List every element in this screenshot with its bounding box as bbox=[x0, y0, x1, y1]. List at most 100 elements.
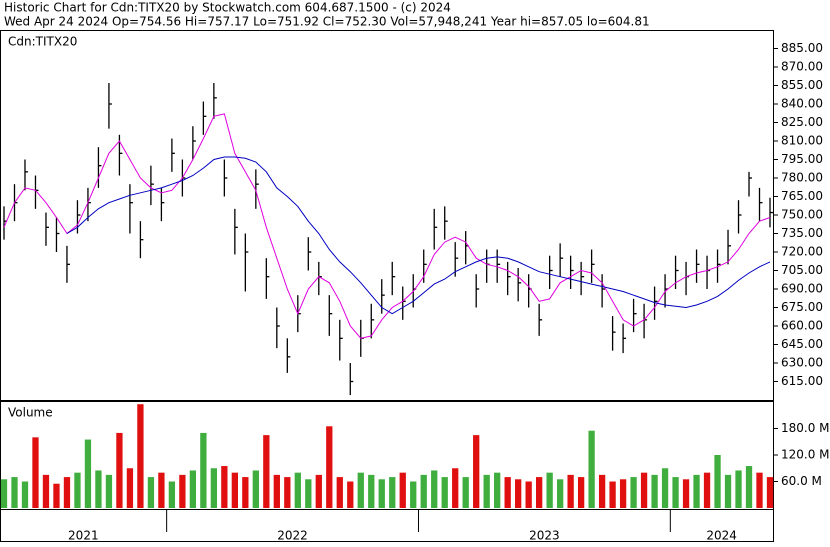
volume-bar bbox=[651, 474, 658, 508]
volume-bar bbox=[210, 468, 218, 508]
volume-bar bbox=[273, 474, 280, 508]
volume-bar bbox=[95, 470, 102, 508]
volume-bar bbox=[347, 481, 354, 508]
volume-bar bbox=[74, 472, 81, 508]
volume-bar bbox=[368, 474, 375, 508]
volume-bar bbox=[536, 477, 543, 508]
volume-bar bbox=[724, 474, 732, 508]
volume-bar bbox=[378, 479, 385, 508]
volume-bar bbox=[556, 479, 564, 508]
volume-bar bbox=[105, 474, 113, 508]
volume-bar bbox=[693, 474, 700, 508]
y-tick-label: 675.00 bbox=[781, 300, 823, 314]
moving-average bbox=[66, 156, 771, 315]
volume-bar bbox=[231, 472, 238, 508]
header-line: Historic Chart for Cdn:TITX20 by Stockwa… bbox=[4, 1, 451, 15]
volume-bar bbox=[420, 474, 427, 508]
volume-bar bbox=[441, 477, 448, 508]
y-tick-label: 810.00 bbox=[781, 134, 823, 148]
volume-bar bbox=[766, 477, 774, 508]
volume-bar bbox=[21, 481, 29, 508]
volume-bar bbox=[609, 481, 616, 508]
volume-bar bbox=[336, 477, 343, 508]
volume-bar bbox=[11, 477, 18, 508]
volume-bar bbox=[221, 466, 228, 508]
volume-bar bbox=[284, 477, 291, 508]
volume-bar bbox=[525, 481, 532, 508]
volume-bar bbox=[147, 477, 155, 508]
y-tick-label: 120.0 M bbox=[781, 448, 830, 462]
x-tick-label: 2022 bbox=[277, 529, 308, 543]
volume-bar bbox=[504, 477, 511, 508]
volume-bar bbox=[672, 477, 679, 508]
volume-bar bbox=[357, 472, 364, 508]
y-tick-label: 735.00 bbox=[781, 226, 823, 240]
volume-bar bbox=[546, 472, 553, 508]
volume-bar bbox=[252, 470, 259, 508]
volume-bar bbox=[462, 477, 469, 508]
volume-bar bbox=[242, 477, 249, 508]
y-tick-label: 750.00 bbox=[781, 208, 823, 222]
volume-bar bbox=[84, 439, 92, 508]
y-tick-label: 885.00 bbox=[781, 41, 823, 55]
volume-bar bbox=[640, 472, 648, 508]
volume-bar bbox=[42, 474, 50, 508]
volume-bar bbox=[200, 432, 207, 508]
volume-bar bbox=[305, 479, 312, 508]
x-tick-label: 2021 bbox=[68, 529, 99, 543]
y-tick-label: 780.00 bbox=[781, 171, 823, 185]
y-tick-label: 630.00 bbox=[781, 356, 823, 370]
y-tick-label: 855.00 bbox=[781, 78, 823, 92]
volume-bar bbox=[63, 477, 71, 508]
volume-bar bbox=[294, 472, 301, 508]
y-tick-label: 705.00 bbox=[781, 263, 823, 277]
volume-bar bbox=[714, 455, 721, 508]
y-tick-label: 795.00 bbox=[781, 152, 823, 166]
y-tick-label: 180.0 M bbox=[781, 421, 830, 435]
volume-bar bbox=[452, 468, 459, 508]
volume-bar bbox=[168, 481, 176, 508]
symbol-label: Cdn:TITX20 bbox=[8, 35, 77, 49]
volume-bar bbox=[473, 435, 480, 508]
volume-bar bbox=[661, 468, 669, 508]
y-tick-label: 660.00 bbox=[781, 319, 823, 333]
volume-bar bbox=[483, 474, 490, 508]
volume-bar bbox=[315, 474, 322, 508]
volume-bar bbox=[0, 479, 8, 508]
y-tick-label: 870.00 bbox=[781, 60, 823, 74]
volume-bar bbox=[515, 479, 522, 508]
y-tick-label: 765.00 bbox=[781, 189, 823, 203]
y-tick-label: 825.00 bbox=[781, 115, 823, 129]
y-tick-label: 720.00 bbox=[781, 245, 823, 259]
volume-label: Volume bbox=[8, 406, 53, 420]
header-line: Wed Apr 24 2024 Op=754.56 Hi=757.17 Lo=7… bbox=[4, 15, 650, 29]
volume-bar bbox=[399, 472, 406, 508]
y-tick-label: 645.00 bbox=[781, 337, 823, 351]
volume-bar bbox=[619, 479, 627, 508]
volume-bar bbox=[263, 435, 270, 508]
y-tick-label: 615.00 bbox=[781, 374, 823, 388]
volume-bar bbox=[137, 404, 144, 508]
volume-bar bbox=[703, 472, 711, 508]
volume-bar bbox=[389, 477, 396, 508]
volume-bar bbox=[431, 470, 438, 508]
volume-bar bbox=[567, 474, 574, 508]
y-tick-label: 60.0 M bbox=[781, 474, 822, 488]
volume-bar bbox=[53, 483, 60, 508]
volume-bar bbox=[189, 470, 197, 508]
volume-bar bbox=[116, 432, 123, 508]
volume-bar bbox=[756, 472, 763, 508]
x-tick-label: 2024 bbox=[706, 529, 737, 543]
volume-bar bbox=[410, 481, 417, 508]
volume-bar bbox=[735, 470, 742, 508]
y-tick-label: 690.00 bbox=[781, 282, 823, 296]
volume-bar bbox=[630, 477, 637, 508]
volume-bar bbox=[588, 430, 595, 508]
date-strip bbox=[0, 509, 774, 542]
volume-bar bbox=[577, 477, 585, 508]
moving-average bbox=[3, 113, 771, 339]
volume-bar bbox=[598, 474, 606, 508]
volume-bar bbox=[158, 472, 165, 508]
